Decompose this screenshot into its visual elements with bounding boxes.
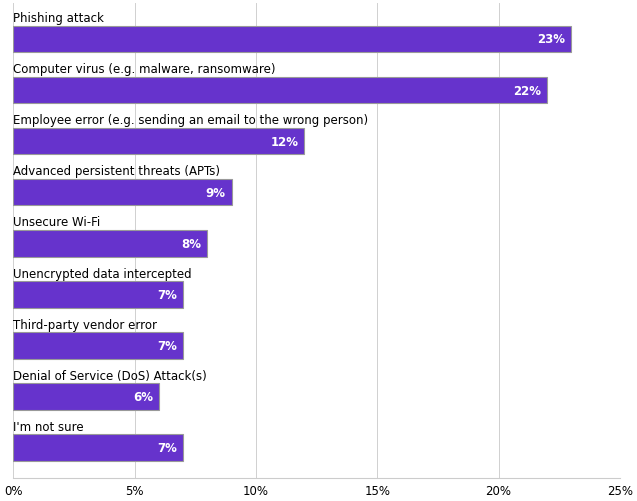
Text: 7%: 7% [157,441,177,454]
Bar [13,129,304,155]
Text: 22%: 22% [513,84,541,97]
Text: Employee error (e.g. sending an email to the wrong person): Employee error (e.g. sending an email to… [13,114,369,127]
Text: 8%: 8% [182,237,201,250]
Bar [13,434,183,461]
Bar [13,282,183,308]
Text: Denial of Service (DoS) Attack(s): Denial of Service (DoS) Attack(s) [13,369,207,382]
Text: 7%: 7% [157,288,177,301]
Text: I'm not sure: I'm not sure [13,420,84,433]
Text: 9%: 9% [206,186,225,199]
Text: Phishing attack: Phishing attack [13,12,104,25]
Text: Computer virus (e.g. malware, ransomware): Computer virus (e.g. malware, ransomware… [13,63,276,76]
Bar [13,383,159,410]
Text: Unencrypted data intercepted: Unencrypted data intercepted [13,267,192,280]
Text: 7%: 7% [157,339,177,352]
Bar [13,230,208,257]
Text: Third-party vendor error: Third-party vendor error [13,318,157,331]
Bar [13,179,232,206]
Text: 12%: 12% [271,135,298,148]
Text: 23%: 23% [537,34,565,46]
Bar [13,333,183,359]
Text: Advanced persistent threats (APTs): Advanced persistent threats (APTs) [13,165,220,178]
Text: 6%: 6% [133,390,153,403]
Bar [13,27,571,53]
Bar [13,78,547,104]
Text: Unsecure Wi-Fi: Unsecure Wi-Fi [13,216,101,229]
